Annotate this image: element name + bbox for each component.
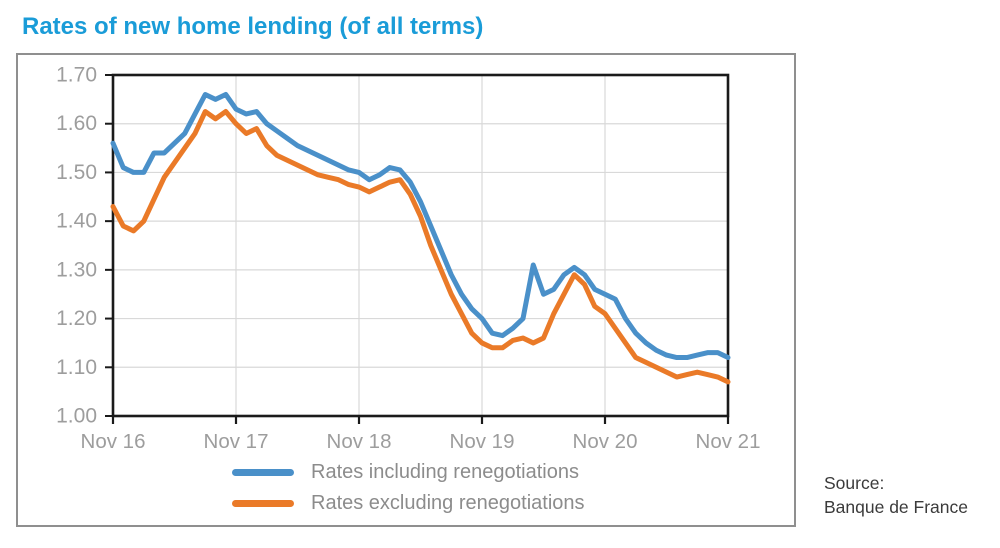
series-line-including-renegotiations [110, 91, 731, 361]
y-tick-label: 1.50 [56, 161, 97, 184]
legend-item-excluding: Rates excluding renegotiations [232, 490, 585, 516]
x-tick-label: Nov 17 [204, 430, 269, 453]
x-tick-label: Nov 18 [327, 430, 392, 453]
legend-swatch-excluding [232, 499, 294, 507]
y-tick-label: 1.70 [56, 64, 97, 87]
y-tick-label: 1.20 [56, 307, 97, 330]
y-tick-label: 1.60 [56, 112, 97, 135]
y-tick-label: 1.10 [56, 356, 97, 379]
source-note: Source: Banque de France [824, 471, 968, 519]
page-title: Rates of new home lending (of all terms) [22, 13, 484, 40]
x-tick-label: Nov 20 [573, 430, 638, 453]
y-tick-label: 1.40 [56, 210, 97, 233]
y-tick-label: 1.00 [56, 405, 97, 428]
x-tick-label: Nov 16 [81, 430, 146, 453]
legend-label-excluding: Rates excluding renegotiations [311, 491, 585, 514]
x-tick-label: Nov 21 [696, 430, 761, 453]
chart-frame: 1.00 1.10 1.20 1.30 1.40 1.50 1.60 1.70 Nov 16 No… [16, 53, 796, 527]
legend-label-including: Rates including renegotiations [311, 460, 579, 483]
legend-item-including: Rates including renegotiations [232, 459, 579, 485]
y-tick-label: 1.30 [56, 258, 97, 281]
chart-svg: 1.00 1.10 1.20 1.30 1.40 1.50 1.60 1.70 Nov 16 No… [56, 64, 761, 454]
legend-swatch-including [232, 468, 294, 476]
series-line-excluding-renegotiations [110, 109, 731, 385]
x-tick-label: Nov 19 [450, 430, 515, 453]
source-value: Banque de France [824, 497, 968, 517]
source-label: Source: [824, 473, 885, 493]
plot-border [111, 73, 730, 418]
